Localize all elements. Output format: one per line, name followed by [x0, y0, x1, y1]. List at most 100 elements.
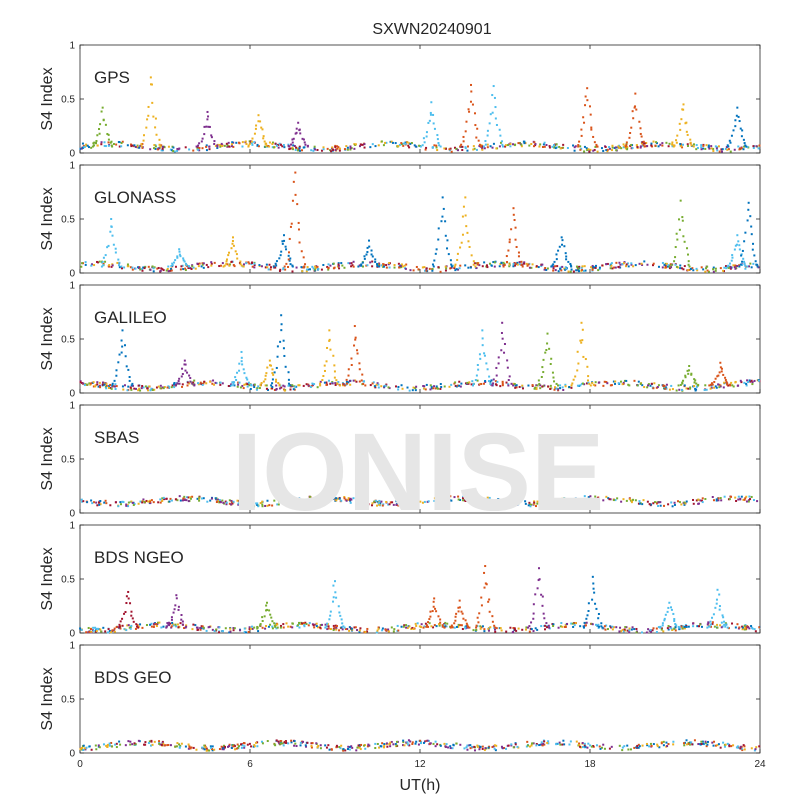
data-point [457, 495, 460, 498]
data-point [141, 268, 144, 271]
data-point [687, 263, 690, 266]
data-point [275, 378, 278, 381]
data-point [678, 388, 681, 391]
data-point [297, 147, 300, 150]
data-point [422, 385, 425, 388]
data-point [322, 146, 325, 149]
data-point [400, 142, 403, 145]
data-point [101, 383, 104, 386]
data-point [271, 387, 274, 390]
data-point [158, 621, 161, 624]
data-point [572, 378, 575, 381]
data-point [450, 624, 453, 627]
data-point [421, 144, 424, 147]
data-point [613, 147, 616, 150]
data-point [374, 258, 377, 261]
data-point [438, 144, 441, 147]
data-point [265, 263, 268, 266]
data-point [186, 384, 189, 387]
data-point [667, 628, 670, 631]
data-point [497, 356, 500, 359]
data-point [491, 615, 494, 618]
data-point [743, 624, 746, 627]
data-point [173, 150, 176, 153]
data-point [483, 147, 486, 150]
data-point [696, 146, 699, 149]
y-tick-label: 1 [69, 41, 75, 52]
data-point [275, 260, 278, 263]
data-point [631, 147, 634, 150]
data-point [707, 624, 710, 627]
data-point [567, 270, 570, 273]
data-point [291, 626, 294, 629]
data-point [736, 265, 739, 268]
data-point [647, 383, 650, 386]
data-point [458, 267, 461, 270]
data-point [406, 386, 409, 389]
data-point [229, 630, 232, 633]
data-point [753, 628, 756, 631]
data-point [587, 381, 590, 384]
peak-point [586, 87, 589, 90]
data-point [479, 145, 482, 148]
data-point [187, 267, 190, 270]
data-point [486, 146, 489, 149]
axes-box [79, 404, 761, 514]
data-point [649, 384, 652, 387]
data-point [283, 385, 286, 388]
data-point [190, 268, 193, 271]
data-point [427, 621, 430, 624]
data-point [654, 144, 657, 147]
data-point [248, 500, 251, 503]
data-point [326, 622, 329, 625]
data-point [249, 387, 252, 390]
data-point [356, 746, 359, 749]
data-point [115, 369, 118, 372]
data-point [531, 384, 534, 387]
data-point [384, 141, 387, 144]
data-point [515, 629, 518, 632]
peak-point [101, 106, 104, 109]
data-point [93, 144, 96, 147]
data-point [680, 145, 683, 148]
data-point [746, 145, 749, 148]
data-point [285, 622, 288, 625]
data-point [732, 744, 735, 747]
data-point [615, 626, 618, 629]
data-point [443, 742, 446, 745]
data-point [157, 501, 160, 504]
data-point [694, 387, 697, 390]
data-point [357, 265, 360, 268]
y-axis-label: S4 Index [39, 67, 56, 130]
data-point [228, 743, 231, 746]
y-axis-label: S4 Index [39, 667, 56, 730]
data-point [293, 145, 296, 148]
data-point [577, 267, 580, 270]
data-point [107, 628, 110, 631]
data-point [118, 353, 121, 356]
data-point [696, 384, 699, 387]
data-point [611, 146, 614, 149]
data-point [526, 264, 529, 267]
data-point [96, 144, 99, 147]
data-point [171, 623, 174, 626]
data-point [311, 499, 314, 502]
data-point [239, 260, 242, 263]
data-point [704, 270, 707, 273]
data-point [610, 264, 613, 267]
data-point [403, 264, 406, 267]
spike-10 [536, 332, 560, 387]
data-point [712, 268, 715, 271]
spike-6 [319, 329, 341, 387]
data-point [633, 106, 636, 109]
data-point [583, 265, 586, 268]
data-point [671, 629, 674, 632]
data-point [157, 266, 160, 269]
data-point [424, 269, 427, 272]
data-point [561, 239, 564, 242]
data-point [228, 264, 231, 267]
peak-point [580, 321, 583, 324]
data-point [138, 266, 141, 269]
data-point [221, 144, 224, 147]
data-point [121, 345, 124, 348]
